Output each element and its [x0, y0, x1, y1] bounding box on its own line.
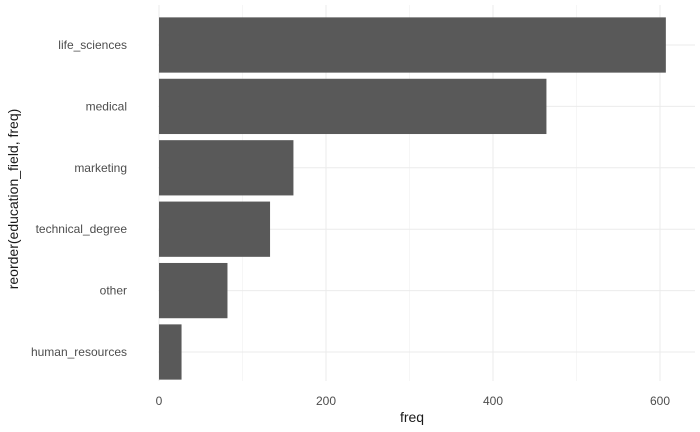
x-tick-labels: 0 200 400 600	[156, 394, 671, 408]
x-tick-label: 400	[483, 394, 503, 408]
y-tick-labels: human_resources other technical_degree mark…	[31, 38, 127, 359]
bar-marketing	[159, 140, 294, 196]
bars	[159, 17, 666, 380]
y-tick-label: medical	[86, 99, 127, 113]
x-tick-label: 200	[316, 394, 336, 408]
y-tick-label: life_sciences	[58, 38, 127, 52]
y-tick-label: human_resources	[31, 345, 127, 359]
y-axis-title: reorder(education_field, freq)	[5, 109, 21, 290]
y-tick-label: marketing	[74, 161, 127, 175]
bar-other	[159, 262, 228, 319]
x-tick-label: 0	[156, 394, 163, 408]
y-tick-label: other	[100, 284, 127, 298]
bar-life-sciences	[159, 17, 666, 73]
x-tick-label: 600	[650, 394, 670, 408]
bar-technical-degree	[159, 201, 271, 257]
x-axis-title: freq	[400, 409, 424, 425]
bar-medical	[159, 78, 547, 135]
y-tick-label: technical_degree	[36, 222, 128, 236]
bar-human-resources	[159, 324, 182, 380]
